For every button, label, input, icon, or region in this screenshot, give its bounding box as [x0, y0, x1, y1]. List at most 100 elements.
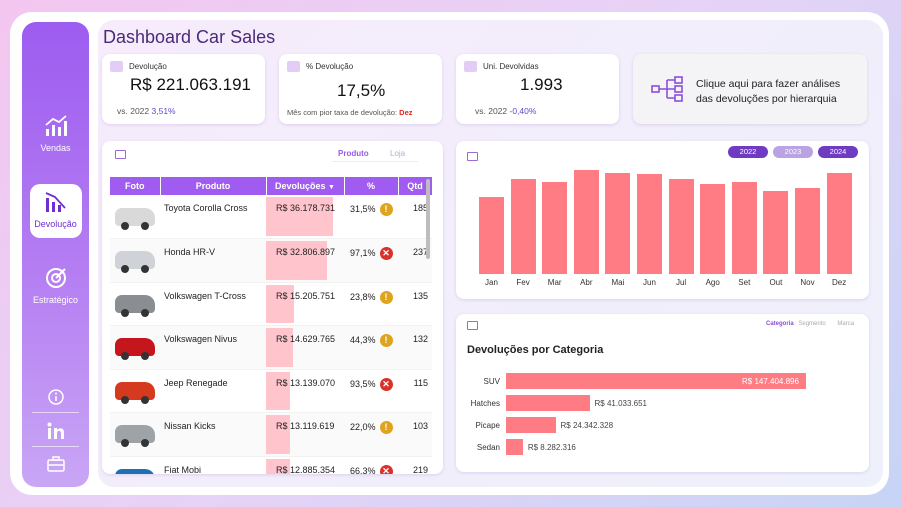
sidebar-divider	[32, 412, 79, 413]
table-row[interactable]: Toyota Corolla Cross R$ 36.178.731 31,5%! 1…	[110, 195, 432, 239]
bar-Mar[interactable]	[542, 182, 568, 274]
toggle-categoria[interactable]: Categoria	[766, 321, 794, 327]
toggle-loja[interactable]: Loja	[390, 149, 406, 158]
returns-value: R$ 15.205.751	[266, 282, 344, 326]
bar-Set[interactable]	[731, 182, 757, 274]
kpi-label: % Devolução	[306, 62, 354, 71]
table-row[interactable]: Nissan Kicks R$ 13.119.619 22,0%! 103	[110, 412, 432, 457]
kpi-value: 1.993	[520, 75, 563, 94]
car-photo	[110, 412, 160, 457]
kpi-label: Devolução	[129, 62, 167, 71]
toggle-marca[interactable]: Marca	[837, 321, 855, 327]
year-button-2023[interactable]: 2023	[773, 146, 813, 158]
returns-pct: 66,3% ✕	[344, 456, 398, 474]
returns-pct: 93,5% ✕	[344, 369, 398, 413]
x-tick-label: Jul	[675, 278, 687, 287]
bar-Out[interactable]	[763, 191, 789, 274]
car-photo	[110, 369, 160, 413]
x-tick-label: Abr	[580, 278, 593, 287]
year-button-2022[interactable]: 2022	[728, 146, 768, 158]
bar-Hatches[interactable]	[506, 395, 590, 411]
kpi-comparison-label: vs. 2022	[117, 106, 150, 116]
x-tick-label: Mai	[611, 278, 625, 287]
data-label: R$ 147.404.896	[742, 377, 799, 386]
table-row[interactable]: Volkswagen Nivus R$ 14.629.765 44,3%! 132	[110, 325, 432, 370]
sidebar-item-vendas[interactable]: Vendas	[22, 114, 89, 153]
returns-value-text: R$ 32.806.897	[276, 247, 336, 257]
returns-pct: 23,8%!	[344, 282, 398, 326]
car-photo	[110, 325, 160, 370]
portfolio-button[interactable]	[22, 455, 89, 475]
table-row[interactable]: Honda HR-V R$ 32.806.897 97,1% ✕ 237	[110, 238, 432, 283]
bar-Jul[interactable]	[668, 179, 694, 274]
car-photo	[110, 195, 160, 239]
returns-value-text: R$ 36.178.731	[276, 203, 336, 213]
returns-pct: 97,1% ✕	[344, 238, 398, 283]
col-header-devolucoes[interactable]: Devoluções ▼	[266, 177, 345, 195]
returns-pct: 22,0%!	[344, 412, 398, 457]
col-header-foto[interactable]: Foto	[110, 177, 161, 195]
linkedin-button[interactable]	[22, 421, 89, 443]
chart-panel-icon	[467, 321, 478, 330]
product-name: Volkswagen T-Cross	[160, 282, 266, 326]
x-tick-label: Set	[738, 278, 751, 287]
sidebar-item-devolucao[interactable]: Devolução	[30, 184, 82, 238]
table-row[interactable]: Volkswagen T-Cross R$ 15.205.751 23,8%! 135	[110, 282, 432, 326]
bar-Abr[interactable]	[573, 170, 599, 274]
year-button-2024[interactable]: 2024	[818, 146, 858, 158]
returns-pct: 44,3%!	[344, 325, 398, 370]
briefcase-icon	[46, 456, 65, 472]
col-header-devolucoes-label: Devoluções	[275, 181, 326, 191]
car-image	[115, 251, 155, 274]
toggle-segmento[interactable]: Segmento	[798, 321, 826, 327]
category-label: SUV	[483, 377, 500, 386]
kpi-comparison: vs. 2022 -0,40%	[475, 106, 536, 116]
kpi-label: Uni. Devolvidas	[483, 62, 539, 71]
hierarchy-analysis-button[interactable]: Clique aqui para fazer análises das devo…	[633, 54, 867, 124]
col-header-qtd[interactable]: Qtd	[398, 177, 433, 195]
warning-icon: !	[379, 421, 393, 434]
returns-pct: 31,5%!	[344, 195, 398, 239]
toggle-produto[interactable]: Produto	[338, 149, 369, 158]
bar-Jun[interactable]	[637, 174, 662, 274]
product-name: Volkswagen Nivus	[160, 325, 266, 370]
table-scrollbar[interactable]	[426, 179, 430, 259]
kpi-worst-month-label: Mês com pior taxa de devolução:	[287, 108, 398, 117]
bar-Fev[interactable]	[510, 179, 536, 274]
col-header-produto[interactable]: Produto	[160, 177, 267, 195]
x-tick-label: Out	[769, 278, 783, 287]
category-toggle-group: Categoria Segmento Marca	[766, 321, 854, 327]
page-title: Dashboard Car Sales	[103, 27, 276, 47]
returns-value-text: R$ 12.885.354	[276, 464, 336, 475]
bar-SUV[interactable]	[506, 373, 806, 389]
sidebar-item-estrategico[interactable]: Estratégico	[22, 266, 89, 305]
bar-Sedan[interactable]	[506, 439, 523, 455]
product-name: Nissan Kicks	[160, 412, 266, 457]
warning-icon: !	[379, 203, 393, 216]
bar-Nov[interactable]	[795, 188, 820, 274]
bar-Picape[interactable]	[506, 417, 556, 433]
bar-Mai[interactable]	[605, 173, 631, 274]
table-row[interactable]: Fiat Mobi R$ 12.885.354 66,3% ✕ 219	[110, 456, 432, 474]
sort-desc-icon: ▼	[328, 184, 335, 191]
table-row[interactable]: Jeep Renegade R$ 13.139.070 93,5% ✕ 115	[110, 369, 432, 413]
col-header-pct[interactable]: %	[344, 177, 399, 195]
returns-value-text: R$ 14.629.765	[276, 334, 336, 344]
returns-bar	[266, 371, 291, 410]
bar-Ago[interactable]	[700, 184, 726, 274]
returns-value: R$ 13.139.070	[266, 369, 344, 413]
returns-bar	[266, 241, 327, 280]
kpi-card-pct-devolucao: % Devolução 17,5% Mês com pior taxa de d…	[279, 54, 442, 124]
info-button[interactable]	[22, 388, 89, 408]
returns-value: R$ 36.178.731	[266, 195, 344, 239]
error-icon: ✕	[379, 464, 393, 474]
sidebar-item-label: Estratégico	[32, 295, 79, 305]
data-label: R$ 24.342.328	[560, 421, 614, 430]
kpi-comparison-value: 3,51%	[151, 106, 176, 116]
bar-Dez[interactable]	[826, 173, 852, 274]
bar-Jan[interactable]	[479, 197, 504, 274]
linkedin-icon	[47, 422, 64, 439]
kpi-comparison-label: vs. 2022	[475, 106, 508, 116]
returns-value-text: R$ 13.119.619	[276, 421, 335, 431]
returns-pct-text: 23,8%	[350, 291, 376, 302]
